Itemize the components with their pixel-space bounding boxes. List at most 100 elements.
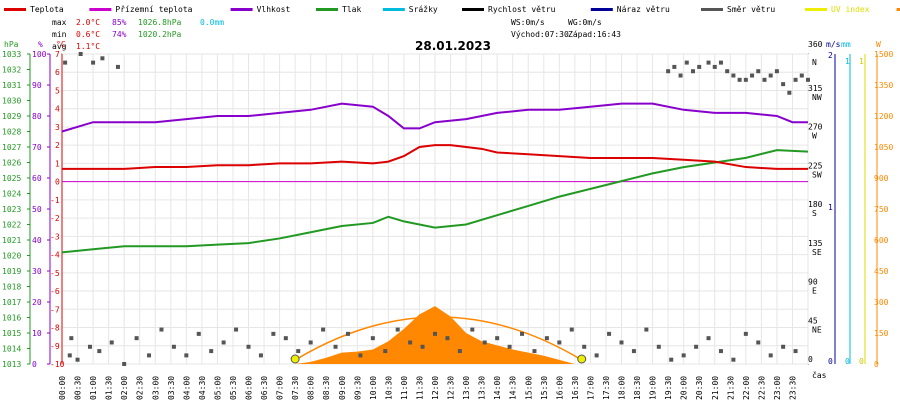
wind-dir-point — [594, 353, 599, 358]
stat-max-press: 1026.8hPa — [138, 18, 182, 27]
solar-tick-label: 1200 — [874, 112, 893, 121]
wind-dir-point — [495, 336, 500, 341]
wind-dir-point — [75, 357, 80, 362]
wind-dir-point — [171, 344, 176, 349]
stat-max-hum: 85% — [112, 18, 127, 27]
info-ws: WS:0m/s — [511, 18, 545, 27]
wind-dir-point — [67, 353, 72, 358]
wind-dir-label: NW — [812, 93, 822, 102]
x-tick-label: 18:30 — [633, 376, 642, 400]
x-tick-label: 13:30 — [478, 376, 487, 400]
x-tick-label: 20:30 — [695, 376, 704, 400]
stat-min-hum: 74% — [112, 30, 127, 39]
wind-dir-point — [669, 357, 674, 362]
wind-dir-point — [109, 340, 114, 345]
wind-dir-point — [793, 349, 798, 354]
x-tick-label: 07:30 — [291, 376, 300, 400]
wind-dir-point — [725, 69, 730, 74]
x-tick-label: 16:00 — [555, 376, 564, 400]
legend-swatch — [701, 8, 723, 11]
pressure-tick-label: 1028 — [2, 128, 21, 137]
legend-label: Vlhkost — [257, 5, 291, 14]
wind-dir-point — [321, 327, 326, 332]
x-tick-label: 05:00 — [213, 376, 222, 400]
solar-tick-label: 600 — [874, 236, 889, 245]
uv-tick-label: 0 — [859, 357, 864, 366]
temperature-tick-label: -3 — [50, 232, 60, 241]
wind-dir-tick-label: 225 — [808, 161, 823, 170]
x-tick-label: 12:00 — [431, 376, 440, 400]
wind-dir-tick-label: 90 — [808, 278, 818, 287]
x-tick-label: 06:30 — [260, 376, 269, 400]
wind-dir-point — [706, 336, 711, 341]
wind-dir-point — [395, 327, 400, 332]
pressure-tick-label: 1029 — [2, 112, 21, 121]
pressure-tick-label: 1021 — [2, 236, 21, 245]
info-wg: WG:0m/s — [568, 18, 602, 27]
temperature-tick-label: -7 — [50, 305, 60, 314]
solar-tick-label: 1500 — [874, 50, 893, 59]
x-tick-label: 19:00 — [649, 376, 658, 400]
stat-avg-label: avg — [52, 42, 67, 51]
legend-label: Přízemní teplota — [115, 5, 192, 14]
humidity-tick-label: 70 — [32, 143, 42, 152]
wind-speed-unit: m/s — [826, 40, 841, 49]
x-tick-label: 13:00 — [462, 376, 471, 400]
humidity-tick-label: 100 — [32, 50, 47, 59]
pressure-tick-label: 1025 — [2, 174, 21, 183]
pressure-tick-label: 1032 — [2, 66, 21, 75]
pressure-tick-label: 1033 — [2, 50, 21, 59]
wind-dir-point — [445, 336, 450, 341]
wind-speed-tick-label: 0 — [828, 357, 833, 366]
x-tick-label: 21:00 — [711, 376, 720, 400]
wind-dir-point — [122, 362, 127, 366]
pressure-tick-label: 1026 — [2, 159, 21, 168]
pressure-tick-label: 1030 — [2, 97, 21, 106]
x-tick-label: 08:00 — [307, 376, 316, 400]
stat-max-temp: 2.0°C — [76, 18, 100, 27]
wind-dir-point — [520, 331, 525, 336]
humidity-tick-label: 30 — [32, 267, 42, 276]
wind-dir-point — [731, 73, 736, 78]
stat-max-label: max — [52, 18, 67, 27]
pressure-tick-label: 1024 — [2, 190, 21, 199]
wind-dir-point — [196, 331, 201, 336]
x-tick-label: 09:00 — [338, 376, 347, 400]
wind-dir-point — [383, 349, 388, 354]
wind-dir-point — [345, 331, 350, 336]
wind-dir-point — [457, 349, 462, 354]
pressure-tick-label: 1020 — [2, 252, 21, 261]
temperature-tick-label: -2 — [50, 214, 60, 223]
x-tick-label: 17:00 — [586, 376, 595, 400]
temperature-tick-label: 6 — [55, 68, 60, 77]
wind-dir-point — [184, 353, 189, 358]
wind-dir-point — [799, 73, 804, 78]
x-tick-label: 14:00 — [493, 376, 502, 400]
temperature-tick-label: 0 — [55, 178, 60, 187]
wind-dir-point — [666, 69, 671, 74]
wind-dir-point — [644, 327, 649, 332]
solar-unit: W — [876, 40, 881, 49]
legend-label: Směr větru — [727, 5, 775, 14]
pressure-tick-label: 1018 — [2, 283, 21, 292]
x-tick-label: 04:00 — [182, 376, 191, 400]
x-tick-label: 22:30 — [757, 376, 766, 400]
stat-avg-temp: 1.1°C — [76, 42, 100, 51]
legend-swatch — [230, 8, 253, 11]
wind-dir-point — [271, 331, 276, 336]
wind-dir-point — [582, 344, 587, 349]
x-tick-label: 23:30 — [788, 376, 797, 400]
wind-dir-point — [63, 60, 68, 65]
x-tick-label: 00:00 — [58, 376, 67, 400]
x-tick-label: 03:00 — [151, 376, 160, 400]
wind-dir-point — [482, 340, 487, 345]
wind-dir-point — [793, 77, 798, 82]
wind-dir-point — [768, 353, 773, 358]
pressure-tick-label: 1014 — [2, 345, 21, 354]
wind-dir-point — [684, 60, 689, 65]
legend-label: Srážky — [409, 5, 438, 14]
temperature-tick-label: -4 — [50, 251, 60, 260]
temperature-tick-label: -1 — [50, 196, 60, 205]
